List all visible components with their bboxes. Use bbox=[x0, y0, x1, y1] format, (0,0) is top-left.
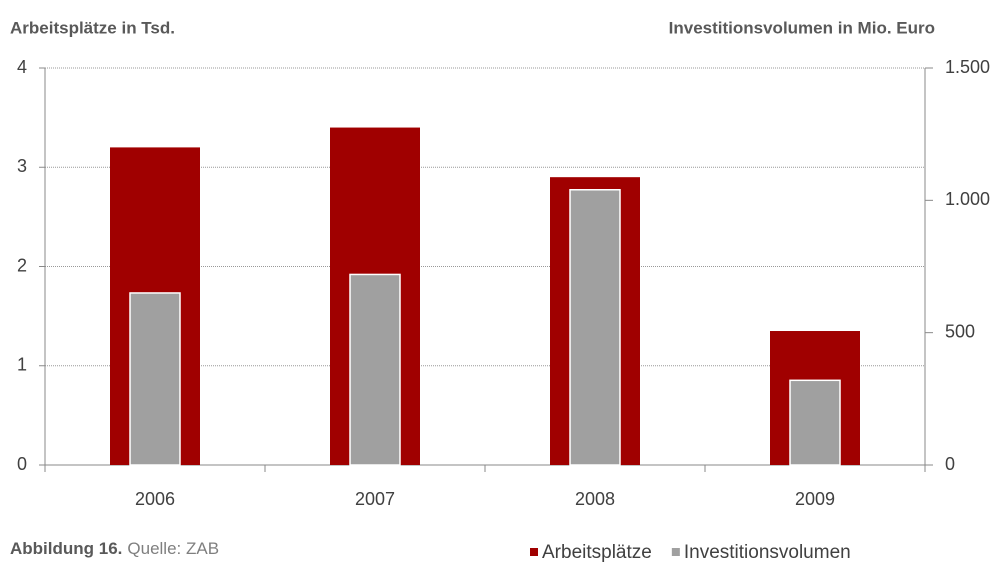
x-tick-label: 2006 bbox=[135, 489, 175, 509]
legend-swatch bbox=[671, 548, 680, 556]
footer: Abbildung 16. Quelle: ZAB bbox=[10, 539, 219, 558]
source: Quelle: ZAB bbox=[127, 539, 219, 558]
bar bbox=[569, 188, 621, 466]
legend-label: Arbeitsplätze bbox=[542, 542, 652, 563]
y2-tick-label: 0 bbox=[945, 454, 955, 474]
legend-label: Investitionsvolumen bbox=[684, 542, 851, 563]
y-axis-title: Arbeitsplätze in Tsd. bbox=[10, 18, 175, 37]
y-tick-label: 3 bbox=[17, 156, 27, 176]
bar bbox=[789, 379, 841, 466]
bar bbox=[129, 292, 181, 466]
y-tick-label: 2 bbox=[17, 255, 27, 275]
y-tick-label: 1 bbox=[17, 355, 27, 375]
x-tick-label: 2009 bbox=[795, 489, 835, 509]
x-tick-label: 2008 bbox=[575, 489, 615, 509]
y2-tick-label: 1.500 bbox=[945, 57, 990, 77]
y-tick-label: 4 bbox=[17, 57, 27, 77]
y2-tick-label: 500 bbox=[945, 321, 975, 341]
bar bbox=[349, 273, 401, 466]
y2-tick-label: 1.000 bbox=[945, 189, 990, 209]
x-tick-label: 2007 bbox=[355, 489, 395, 509]
y2-axis-title: Investitionsvolumen in Mio. Euro bbox=[669, 18, 935, 37]
figure-label: Abbildung 16. bbox=[10, 539, 122, 558]
legend-swatch bbox=[530, 548, 538, 556]
y-tick-label: 0 bbox=[17, 454, 27, 474]
